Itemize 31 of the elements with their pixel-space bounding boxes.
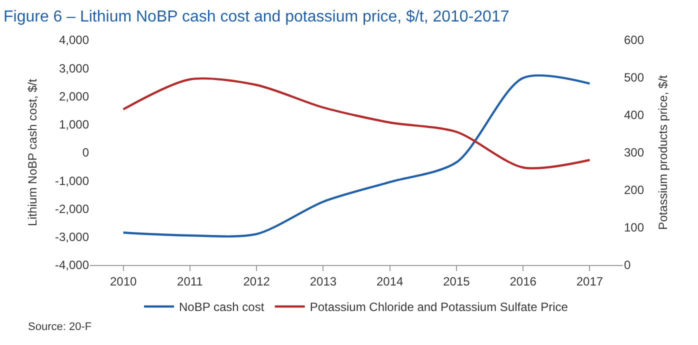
y-tick-label: 0 xyxy=(82,146,90,160)
y2-tick-label: 100 xyxy=(624,220,644,235)
y-tick-label: -1,000 xyxy=(54,174,90,188)
x-tick-label: 2012 xyxy=(243,274,270,288)
legend-label: NoBP cash cost xyxy=(179,300,265,314)
source-note: Source: 20-F xyxy=(28,321,92,333)
y-tick-label: 1,000 xyxy=(58,118,90,132)
legend-label: Potassium Chloride and Potassium Sulfate Price xyxy=(310,300,568,314)
y2-tick-label: 600 xyxy=(624,33,644,48)
x-tick-label: 2016 xyxy=(510,274,537,288)
x-tick-label: 2017 xyxy=(576,274,604,288)
y-tick-label: -2,000 xyxy=(54,202,90,216)
y2-tick-label: 200 xyxy=(624,183,644,198)
y-axis-title: Lithium NoBP cash cost, $/t xyxy=(25,78,40,226)
y-tick-label: -3,000 xyxy=(54,230,90,244)
x-tick-label: 2015 xyxy=(443,274,470,288)
y2-tick-label: 300 xyxy=(624,146,644,160)
y-tick-label: 3,000 xyxy=(58,61,90,76)
chart-title: Figure 6 – Lithium NoBP cash cost and potassium price, $/t, 2010-2017 xyxy=(3,8,510,26)
y-tick-label: -4,000 xyxy=(54,258,90,272)
y2-tick-label: 0 xyxy=(624,258,631,272)
x-tick-label: 2014 xyxy=(376,274,404,288)
y2-tick-label: 400 xyxy=(624,108,644,122)
y-tick-label: 2,000 xyxy=(58,89,90,104)
y2-axis-title: Potassium products price, $/t xyxy=(656,74,670,230)
x-tick-label: 2011 xyxy=(177,274,204,288)
line-series xyxy=(122,77,591,170)
y2-tick-label: 500 xyxy=(624,70,644,85)
y-tick-label: 4,000 xyxy=(58,33,90,48)
x-tick-label: 2010 xyxy=(110,274,137,288)
x-tick-label: 2013 xyxy=(310,274,337,288)
